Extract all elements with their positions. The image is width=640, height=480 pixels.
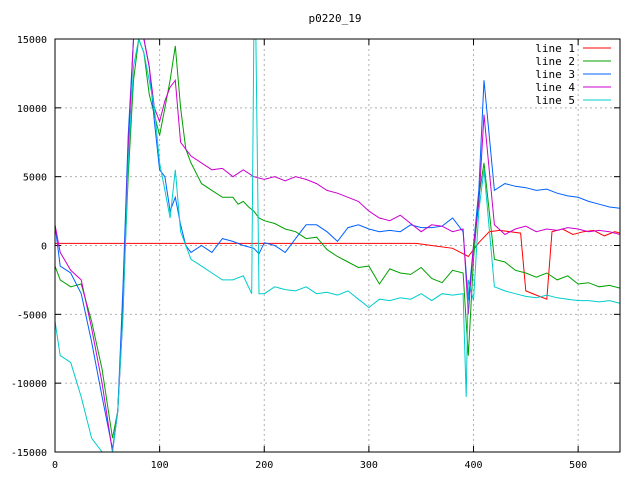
legend-label: line 5: [535, 94, 575, 107]
plot-frame: [54, 38, 621, 453]
chart-title: p0220_19: [309, 12, 362, 25]
y-tick-label: 0: [41, 242, 47, 253]
y-tick-label: 10000: [17, 104, 47, 115]
y-tick-label: 5000: [23, 173, 47, 184]
series-line-line-4: [55, 39, 620, 452]
legend-label: line 4: [535, 81, 575, 94]
series-line-line-1: [55, 228, 620, 300]
x-tick-label: 0: [52, 460, 58, 471]
y-tick-label: -15000: [11, 448, 47, 459]
x-tick-label: 200: [255, 460, 273, 471]
y-tick-label: -10000: [11, 379, 47, 390]
series-line-line-3: [55, 39, 620, 450]
legend-label: line 1: [535, 42, 575, 55]
legend-label: line 3: [535, 68, 575, 81]
series-line-line-5: [55, 39, 620, 452]
y-tick-label: 15000: [17, 35, 47, 46]
x-tick-label: 400: [464, 460, 482, 471]
x-tick-label: 300: [360, 460, 378, 471]
legend-label: line 2: [535, 55, 575, 68]
tick-labels: 0 100 200 300 400 500 -15000 -10000 -5000 0 5000 10…: [11, 35, 587, 471]
y-tick-label: -5000: [17, 310, 47, 321]
x-tick-label: 100: [151, 460, 169, 471]
x-tick-label: 500: [569, 460, 587, 471]
plot-area: [55, 39, 620, 452]
